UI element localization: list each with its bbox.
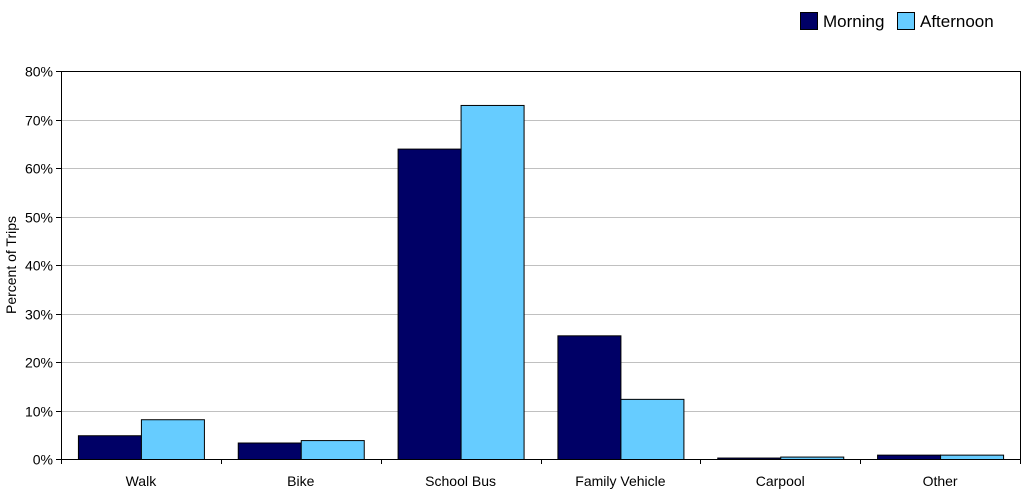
y-tick-label: 20% [25, 355, 53, 371]
bar-morning-school-bus [397, 148, 462, 460]
y-tick-label: 40% [25, 258, 53, 274]
bar-morning-other [877, 454, 942, 461]
bar-morning-walk [77, 435, 142, 460]
y-tick-label: 10% [25, 404, 53, 420]
y-tick-label: 0% [33, 452, 53, 468]
bar-morning-bike [237, 442, 302, 461]
x-tick-label: Family Vehicle [575, 473, 665, 489]
plot-area-border [61, 71, 1021, 460]
bar-morning-family-vehicle [557, 335, 622, 461]
bar-afternoon-family-vehicle [620, 398, 685, 460]
y-tick-label: 80% [25, 64, 53, 80]
bar-afternoon-bike [300, 440, 365, 460]
y-tick-label: 60% [25, 161, 53, 177]
y-tick-label: 70% [25, 113, 53, 129]
x-tick-label: School Bus [425, 473, 496, 489]
bar-afternoon-other [940, 454, 1005, 461]
y-axis-ticks: 0% 10% 20% 30% 40% 50% 60% 70% 80% [25, 64, 61, 468]
x-tick-label: Walk [126, 473, 158, 489]
legend-swatch-afternoon [897, 12, 915, 30]
y-tick-label: 50% [25, 210, 53, 226]
x-tick-label: Carpool [756, 473, 805, 489]
bars [77, 104, 1005, 461]
x-tick-label: Other [923, 473, 958, 489]
x-axis-labels: Walk Bike School Bus Family Vehicle Carpool O… [61, 459, 1021, 489]
bar-afternoon-walk [140, 419, 205, 461]
y-axis-title: Percent of Trips [3, 216, 19, 314]
legend: Morning Afternoon [800, 12, 994, 31]
bar-afternoon-school-bus [460, 104, 525, 460]
legend-label-afternoon: Afternoon [920, 12, 994, 31]
legend-label-morning: Morning [823, 12, 884, 31]
y-tick-label: 30% [25, 307, 53, 323]
legend-swatch-morning [800, 12, 818, 30]
gridlines [61, 120, 1020, 412]
x-tick-label: Bike [287, 473, 314, 489]
